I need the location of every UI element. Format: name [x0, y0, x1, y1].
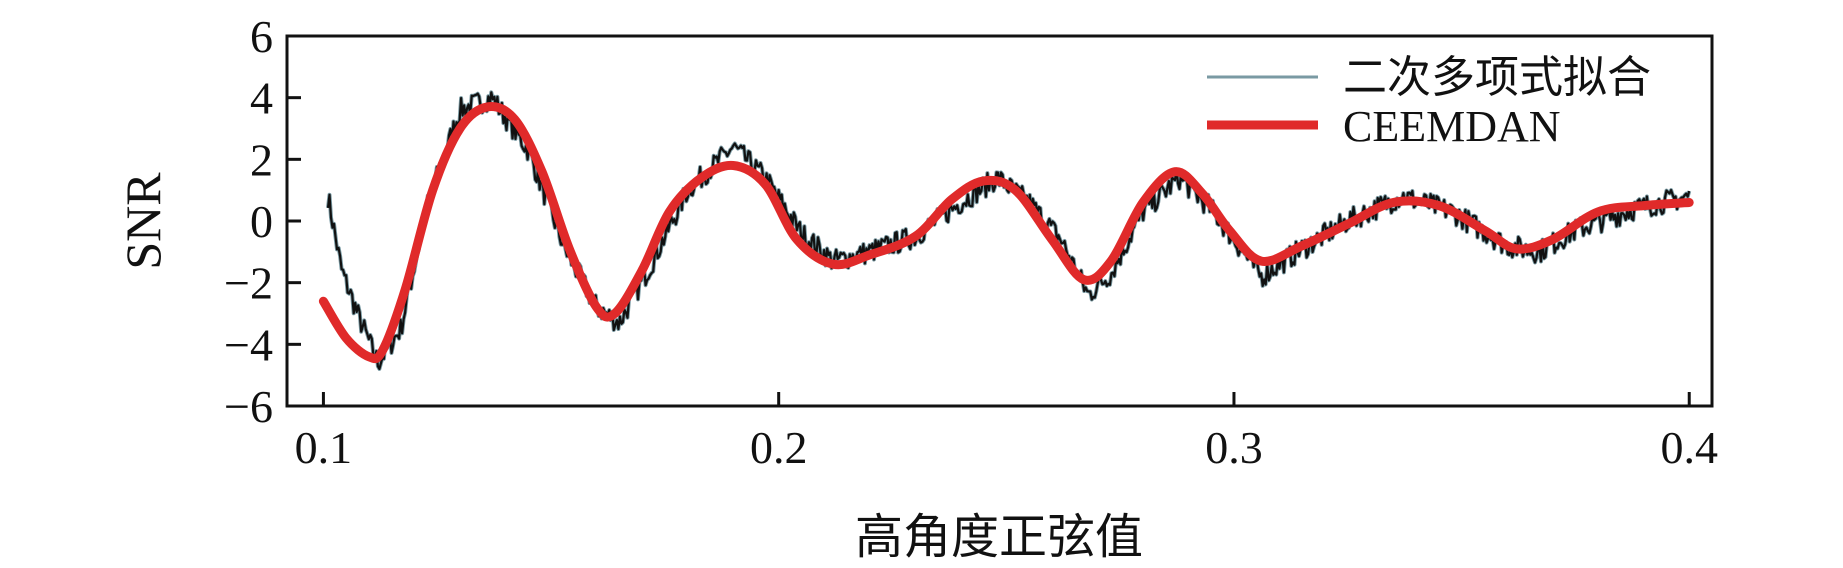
y-tick-label: −4: [224, 319, 273, 370]
series-poly-fit: [326, 90, 1692, 371]
x-tick-label: 0.1: [295, 422, 353, 473]
axis-ticks: 0.1 0.2 0.3 0.4 −6 −4 −2 0 2 4 6: [224, 11, 1718, 473]
x-tick-label: 0.3: [1205, 422, 1263, 473]
series-line: [326, 91, 1691, 370]
y-tick-label: −2: [224, 258, 273, 309]
y-tick-label: 4: [250, 73, 273, 124]
y-tick-label: 0: [250, 196, 273, 247]
series-ceemdan: [318, 102, 1694, 364]
x-tick-label: 0.2: [750, 422, 808, 473]
y-tick-label: −6: [224, 381, 273, 432]
series-line: [318, 102, 1694, 364]
y-tick-label: 2: [250, 134, 273, 185]
x-tick-label: 0.4: [1660, 422, 1718, 473]
y-tick-label: 6: [250, 11, 273, 62]
series-layer: [318, 90, 1694, 371]
legend: 二次多项式拟合 CEEMDAN: [1207, 52, 1651, 151]
y-axis-title: SNR: [115, 172, 171, 270]
x-axis-title: 高角度正弦值: [855, 509, 1143, 565]
legend-label-ceemdan: CEEMDAN: [1343, 102, 1561, 151]
legend-label-poly: 二次多项式拟合: [1343, 52, 1651, 103]
